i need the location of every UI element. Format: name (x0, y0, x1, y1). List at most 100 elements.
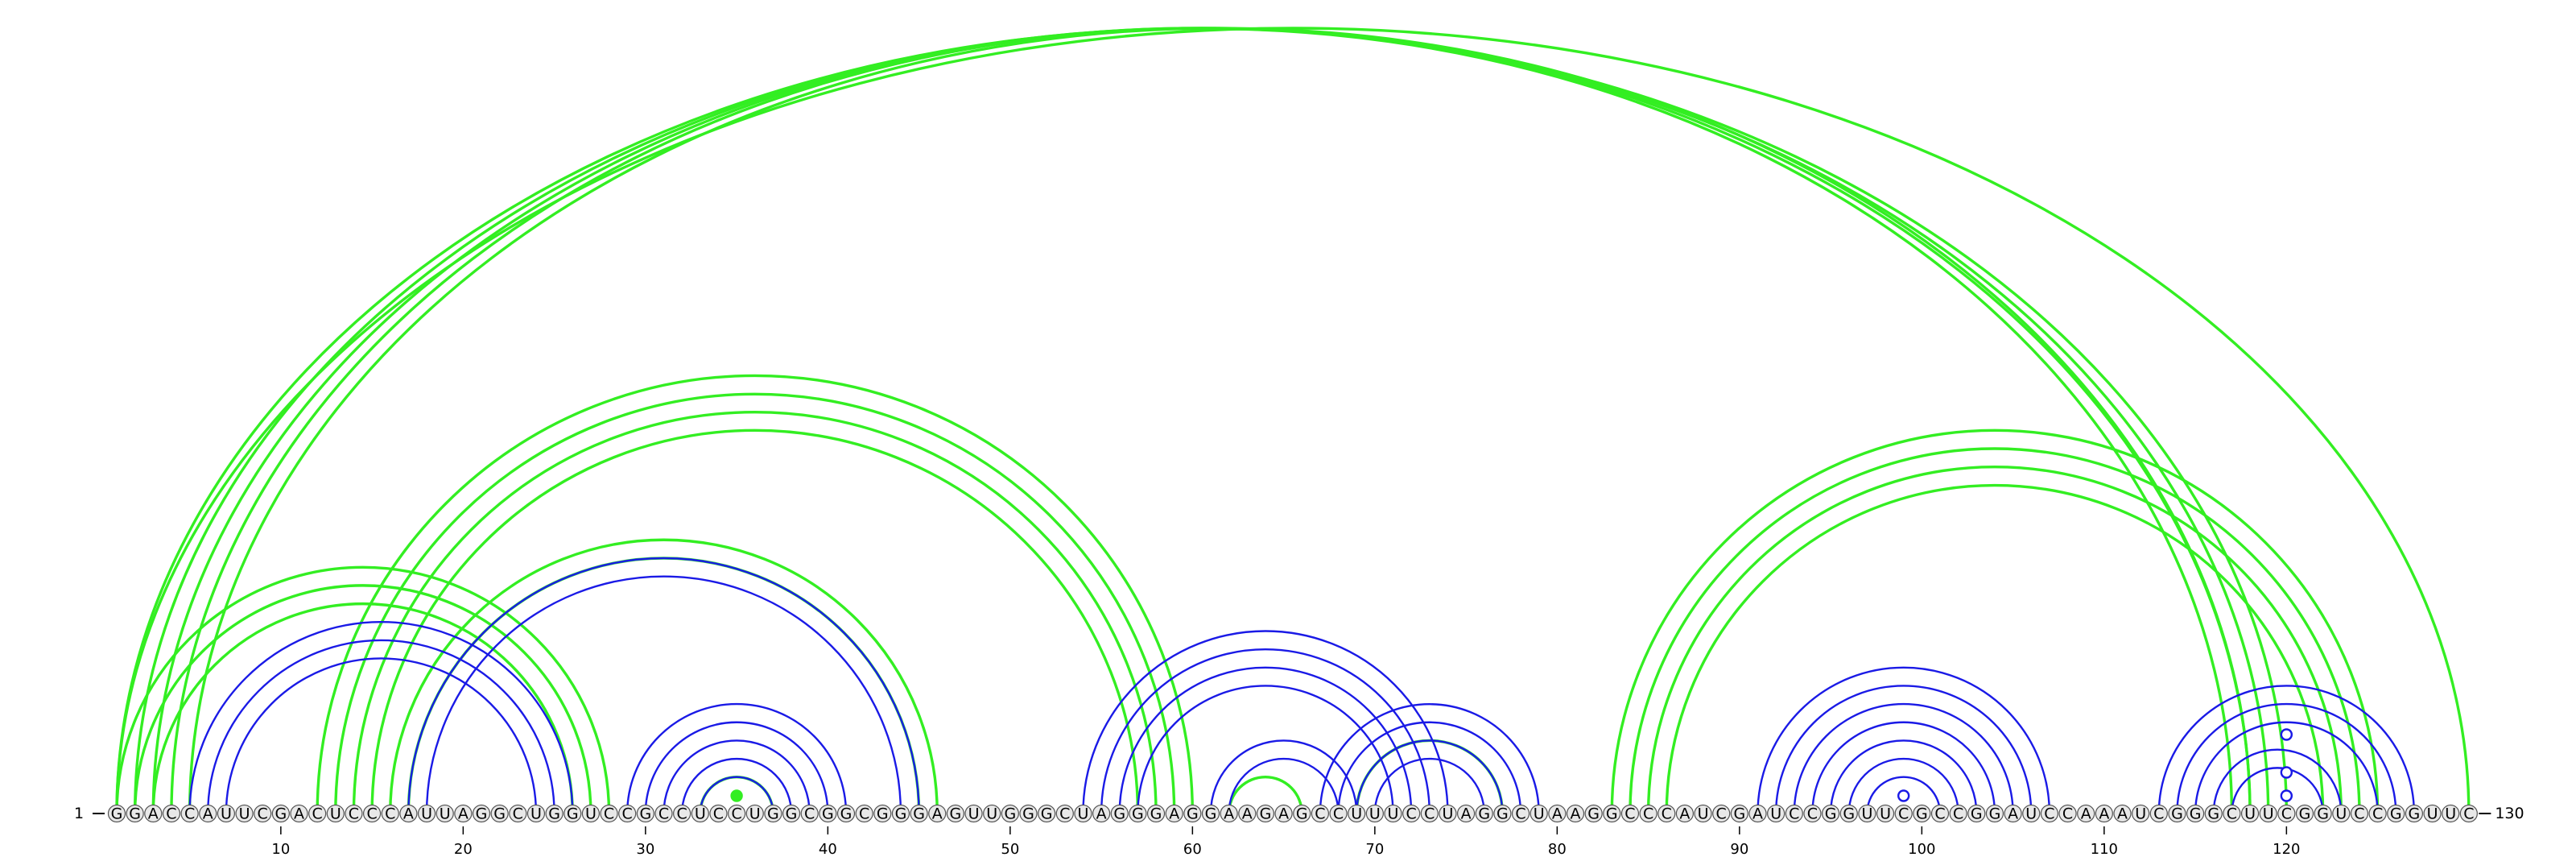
green-pair-arc (370, 428, 1140, 814)
green-pair-arc (1227, 776, 1303, 814)
base-circle (2314, 804, 2332, 823)
base-letter: C (658, 805, 669, 823)
green-pair-arc (153, 28, 2250, 814)
base-circle (1803, 804, 1822, 823)
base-circle (417, 804, 436, 823)
base-letter: A (1242, 805, 1253, 823)
base-circle (1329, 804, 1348, 823)
blue-pair-arc (1118, 666, 1413, 814)
arc-marker (1897, 789, 1910, 802)
base-letter: A (932, 805, 943, 823)
base-circle (1839, 804, 1858, 823)
base-letter: G (275, 805, 287, 823)
base-circle (1639, 804, 1657, 823)
tick-label: 20 (454, 841, 473, 857)
base-circle (673, 804, 691, 823)
base-letter: A (1752, 805, 1763, 823)
base-letter: G (2207, 805, 2219, 823)
base-circle (782, 804, 801, 823)
base-circle (1894, 804, 1913, 823)
base-circle (2040, 804, 2058, 823)
base-letter: U (221, 805, 232, 823)
base-letter: C (312, 805, 323, 823)
end-label: 130 (2495, 805, 2524, 822)
blue-pair-arc (1373, 757, 1485, 814)
base-circle (1967, 804, 1986, 823)
base-circle (399, 804, 418, 823)
base-letter: G (1733, 805, 1745, 823)
base-circle (2168, 804, 2186, 823)
base-circle (636, 804, 654, 823)
base-letter: A (2099, 805, 2109, 823)
blue-pair-arc (1100, 648, 1430, 814)
base-letter: G (840, 805, 852, 823)
base-letter: A (403, 805, 414, 823)
base-circle (144, 804, 163, 823)
base-letter: G (1496, 805, 1509, 823)
base-letter: U (2427, 805, 2438, 823)
base-letter: C (1424, 805, 1435, 823)
base-circle (2459, 804, 2478, 823)
base-letter: C (1515, 805, 1525, 823)
base-circle (180, 804, 199, 823)
tick-label: 60 (1183, 841, 1202, 857)
base-circle (454, 804, 473, 823)
blue-pair-arc (2231, 767, 2324, 814)
base-letter: G (877, 805, 889, 823)
base-circle (271, 804, 290, 823)
base-letter: U (749, 805, 761, 823)
base-letter: G (1971, 805, 1983, 823)
base-letter: U (330, 805, 341, 823)
blue-pair-arc (1774, 685, 2033, 814)
base-circle (983, 804, 1001, 823)
tick-label: 10 (271, 841, 290, 857)
green-pair-arc (115, 565, 611, 814)
base-letter: G (1150, 805, 1162, 823)
base-circle (1548, 804, 1567, 823)
green-pair-arc (316, 374, 1195, 814)
base-circle (1730, 804, 1748, 823)
blue-pair-arc (663, 739, 811, 814)
blue-pair-arc (1793, 702, 2014, 814)
base-circle (363, 804, 382, 823)
base-circle (2004, 804, 2022, 823)
base-letter: G (1825, 805, 1837, 823)
base-circle (1620, 804, 1640, 823)
base-circle (1092, 804, 1111, 823)
base-letter: C (1662, 805, 1672, 823)
base-letter: C (1059, 805, 1070, 823)
base-circle (199, 804, 217, 823)
base-circle (2423, 804, 2442, 823)
blue-pair-arc (2176, 702, 2397, 814)
base-circle (891, 804, 910, 823)
green-pair-arc (188, 27, 2252, 814)
base-circle (526, 804, 546, 823)
base-letter: A (1552, 805, 1563, 823)
base-circle (1110, 804, 1129, 823)
base-letter: G (476, 805, 488, 823)
base-letter: G (639, 805, 651, 823)
base-letter: C (2281, 805, 2292, 823)
base-letter: A (2117, 805, 2128, 823)
blue-pair-arc (626, 702, 848, 814)
arc-marker (730, 789, 743, 802)
base-letter: G (1132, 805, 1144, 823)
green-pair-arc (135, 28, 2268, 814)
base-circle (1201, 804, 1220, 823)
base-letter: C (2044, 805, 2054, 823)
base-circle (1146, 804, 1166, 823)
base-letter: C (1807, 805, 1818, 823)
base-circle (490, 804, 509, 823)
base-circle (2295, 804, 2314, 823)
base-circle (1712, 804, 1731, 823)
base-circle (472, 804, 491, 823)
arc-markers (730, 728, 2293, 802)
base-circle (235, 804, 254, 823)
base-letter: C (184, 805, 195, 823)
base-letter: C (731, 805, 741, 823)
blue-pair-arc (2157, 685, 2416, 814)
base-circle (873, 804, 892, 823)
base-letter: U (695, 805, 706, 823)
base-circle (2077, 804, 2095, 823)
arc-marker (2280, 728, 2293, 741)
